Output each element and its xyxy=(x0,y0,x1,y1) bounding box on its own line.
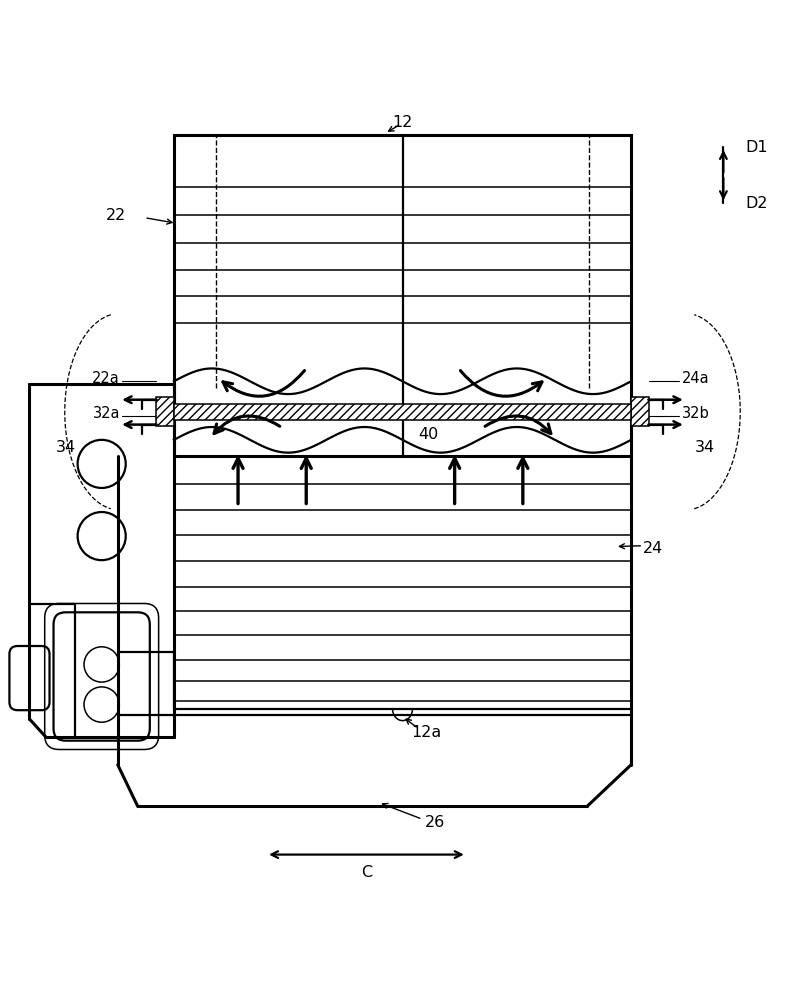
Bar xyxy=(631,397,649,426)
Text: 12: 12 xyxy=(392,115,413,130)
Text: C: C xyxy=(361,865,372,880)
Text: 34: 34 xyxy=(56,440,76,455)
Text: 12a: 12a xyxy=(411,725,442,740)
Text: 32b: 32b xyxy=(682,406,709,421)
Text: 26: 26 xyxy=(424,815,444,830)
Bar xyxy=(156,397,174,426)
Text: 24a: 24a xyxy=(682,371,709,386)
Bar xyxy=(174,404,631,420)
Text: 22a: 22a xyxy=(93,371,120,386)
Bar xyxy=(174,135,631,456)
Text: 40: 40 xyxy=(419,427,439,442)
Text: 24: 24 xyxy=(643,541,663,556)
Text: 32a: 32a xyxy=(93,406,120,421)
Text: D2: D2 xyxy=(746,196,768,211)
Text: D1: D1 xyxy=(746,140,769,155)
Text: 22: 22 xyxy=(105,208,126,223)
Text: 34: 34 xyxy=(696,440,716,455)
